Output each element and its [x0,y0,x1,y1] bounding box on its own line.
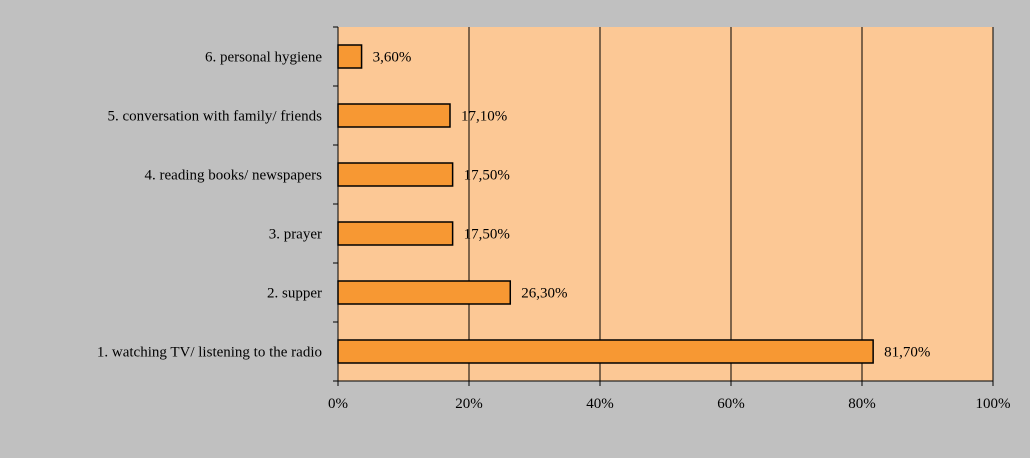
bar [337,280,512,305]
bar [337,221,454,246]
bar [337,162,454,187]
category-label: 6. personal hygiene [205,50,322,66]
category-label: 3. prayer [269,227,322,243]
x-tick-label: 100% [976,396,1011,412]
category-label: 4. reading books/ newspapers [145,168,323,184]
data-label: 3,60% [373,50,412,66]
data-label: 17,50% [464,168,510,184]
x-tick-label: 40% [586,396,614,412]
labels: 0% 20% 40% 60% 80% 100% 1. watching TV/ listen… [97,50,1011,413]
category-label: 1. watching TV/ listening to the radio [97,345,322,361]
data-label: 17,10% [461,109,507,125]
bars [337,44,874,364]
x-tick-label: 80% [848,396,876,412]
x-tick-label: 20% [455,396,483,412]
x-tick-label: 0% [328,396,348,412]
plot-area-background [338,27,993,381]
data-label: 26,30% [521,286,567,302]
bar [337,44,363,69]
category-label: 2. supper [267,286,322,302]
axes [333,26,994,386]
x-tick-label: 60% [717,396,745,412]
gridlines [468,27,994,381]
data-label: 81,70% [884,345,930,361]
data-label: 17,50% [464,227,510,243]
category-label: 5. conversation with family/ friends [107,109,322,125]
bar [337,339,874,364]
bar [337,103,451,128]
